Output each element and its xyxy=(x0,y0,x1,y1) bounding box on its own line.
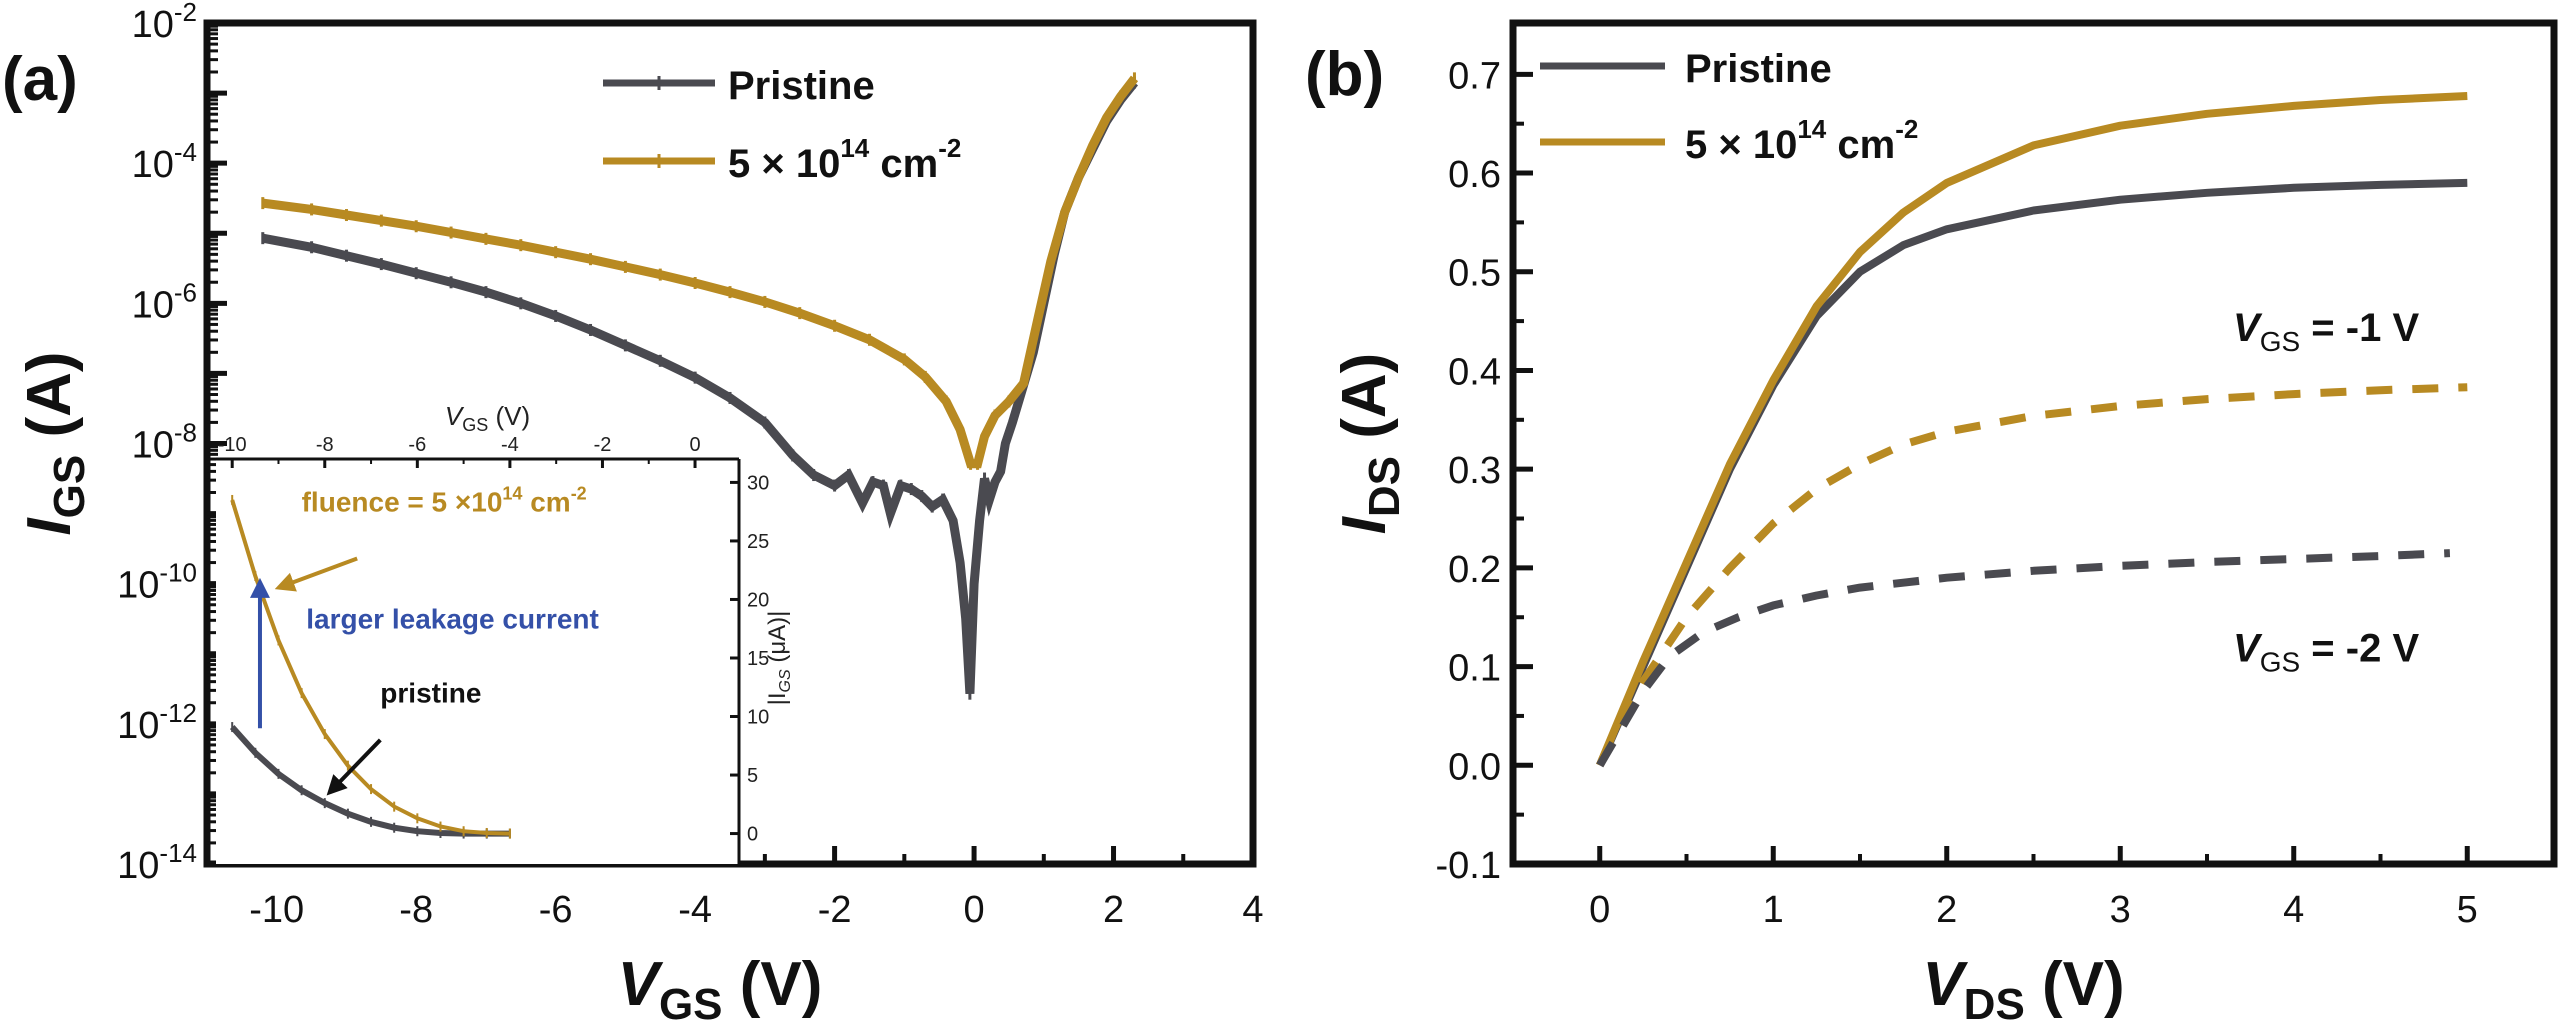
fluence-label: fluence = 5 ×1014 cm-2 xyxy=(302,484,587,518)
inset-x-tick-label: -2 xyxy=(594,434,612,456)
y-tick-label: 0.2 xyxy=(1448,549,1501,591)
series-line-irradiated xyxy=(262,75,1139,469)
y-tick-label: 10-10 xyxy=(117,558,197,607)
y-tick-label: -0.1 xyxy=(1436,845,1501,887)
inset-background xyxy=(216,459,739,864)
series-line-irradiated-vgs-1 xyxy=(1596,92,2468,767)
x-tick-label: 3 xyxy=(2110,889,2131,931)
inset-y-tick-label: 20 xyxy=(747,589,769,611)
y-axis-title: IDS (A) xyxy=(1330,353,1409,535)
y-tick-label: 0.0 xyxy=(1448,746,1501,788)
pristine-label: pristine xyxy=(380,677,481,708)
y-tick-label: 10-6 xyxy=(132,277,197,326)
x-tick-label: 5 xyxy=(2457,889,2478,931)
inset-x-tick-label: -6 xyxy=(408,434,426,456)
legend-label: 5 × 1014 cm-2 xyxy=(728,133,961,186)
x-tick-label: 1 xyxy=(1763,889,1784,931)
series-line-pristine-vgs-1 xyxy=(1596,178,2468,767)
inset-x-tick-label: -10 xyxy=(218,434,247,456)
x-tick-label: 0 xyxy=(963,889,984,931)
inset-x-tick-label: -4 xyxy=(501,434,519,456)
inset-x-tick-label: -8 xyxy=(316,434,334,456)
x-tick-label: 2 xyxy=(1936,889,1957,931)
panel-a-inset-chart: -10 -8 -6 -4 -2 0 0 5 10 15 20 25 30 VGS (V) |IGS (μA)… xyxy=(216,401,794,864)
x-tick-label: 4 xyxy=(1242,889,1263,931)
y-tick-label: 0.1 xyxy=(1448,648,1501,690)
x-axis-title: VGS (V) xyxy=(618,950,823,1022)
y-tick-label: 0.6 xyxy=(1448,154,1501,196)
inset-y-tick-label: 10 xyxy=(747,707,769,729)
y-axis-title: IGS (A) xyxy=(15,351,94,535)
x-tick-label: -8 xyxy=(399,889,433,931)
y-tick-label: 10-2 xyxy=(132,0,197,46)
panel-a-chart: -10 -8 -6 -4 -2 0 2 410-1410-1210-1010-810-610-… xyxy=(15,0,1264,1022)
panel-a-label: (a) xyxy=(2,45,78,114)
y-tick-label: 10-14 xyxy=(117,838,197,887)
vgs-minus2-label: VGS = -2 V xyxy=(2233,627,2419,678)
vgs-minus1-label: VGS = -1 V xyxy=(2233,306,2419,357)
panel-b-label: (b) xyxy=(1305,40,1384,109)
y-tick-label: 0.5 xyxy=(1448,253,1501,295)
inset-y-tick-label: 0 xyxy=(747,824,758,846)
inset-y-tick-label: 25 xyxy=(747,531,769,553)
x-tick-label: -10 xyxy=(249,889,304,931)
x-tick-label: 0 xyxy=(1589,889,1610,931)
inset-x-tick-label: 0 xyxy=(689,434,700,456)
x-tick-label: -4 xyxy=(678,889,712,931)
pristine-arrow xyxy=(326,738,382,796)
inset-y-tick-label: 15 xyxy=(747,648,769,670)
y-tick-label: 0.7 xyxy=(1448,55,1501,97)
inset-x-axis-title: VGS (V) xyxy=(445,401,530,435)
x-tick-label: -6 xyxy=(539,889,573,931)
y-tick-label: 10-12 xyxy=(117,698,197,747)
inset-y-axis-title: |IGS (μA)| xyxy=(764,611,794,706)
y-tick-label: 0.3 xyxy=(1448,450,1501,492)
x-tick-label: 2 xyxy=(1103,889,1124,931)
x-tick-label: 4 xyxy=(2283,889,2304,931)
y-tick-label: 0.4 xyxy=(1448,351,1501,393)
panel-b-chart: 0 1 2 3 4 5 -0.1 0.0 0.1 0.2 0.3 0.4 0.5 0.6 0.7 VDS (V… xyxy=(1330,19,2558,1022)
series-line-irradiated-vgs-2 xyxy=(1596,383,2468,768)
leakage-label: larger leakage current xyxy=(306,604,599,635)
inset-y-tick-label: 5 xyxy=(747,765,758,787)
x-tick-label: -2 xyxy=(818,889,852,931)
y-tick-label: 10-4 xyxy=(132,137,197,186)
y-tick-label: 10-8 xyxy=(132,418,197,467)
legend-label: Pristine xyxy=(1685,47,1832,91)
inset-y-tick-label: 30 xyxy=(747,472,769,494)
legend-label: Pristine xyxy=(728,64,875,108)
x-axis-title: VDS (V) xyxy=(1922,950,2124,1022)
legend-label: 5 × 1014 cm-2 xyxy=(1685,114,1918,167)
series-line-pristine-vgs-2 xyxy=(1596,549,2451,768)
fluence-arrow xyxy=(274,556,358,592)
